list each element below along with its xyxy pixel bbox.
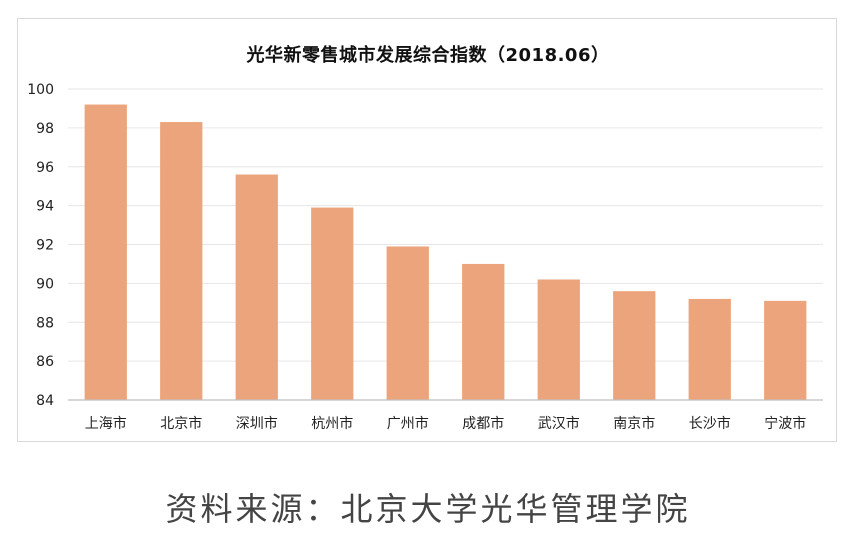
bar-3 xyxy=(235,174,278,400)
y-tick-label: 92 xyxy=(36,238,54,254)
bar-chart: 84 86 88 90 92 94 96 98 100 上海市 北京市 深圳市 杭州市 广州市 成都市 武汉市… xyxy=(27,82,823,432)
x-tick-label: 成都市 xyxy=(462,415,504,432)
x-tick-label: 长沙市 xyxy=(689,415,731,432)
bar-8 xyxy=(613,291,656,400)
x-tick-label: 武汉市 xyxy=(538,415,580,432)
bar-6 xyxy=(462,263,505,400)
bar-5 xyxy=(386,246,429,400)
bar-1 xyxy=(84,104,127,401)
source-caption: 资料来源：北京大学光华管理学院 xyxy=(165,490,691,528)
bar-4 xyxy=(311,207,354,400)
y-tick-label: 90 xyxy=(36,276,54,292)
y-tick-label: 86 xyxy=(36,354,54,370)
x-tick-label: 广州市 xyxy=(387,415,429,432)
x-tick-label: 北京市 xyxy=(160,415,202,432)
y-tick-label: 84 xyxy=(36,393,54,409)
y-tick-label: 96 xyxy=(36,160,54,176)
x-tick-label: 宁波市 xyxy=(764,415,806,432)
y-tick-label: 94 xyxy=(36,199,54,215)
bar-7 xyxy=(537,279,580,400)
bar-10 xyxy=(764,300,807,400)
chart-frame: 光华新零售城市发展综合指数（2018.06） 84 86 88 90 92 94 96 98 1… xyxy=(17,18,837,442)
chart-title: 光华新零售城市发展综合指数（2018.06） xyxy=(246,45,610,66)
bar-9 xyxy=(688,298,731,400)
x-tick-label: 杭州市 xyxy=(311,415,353,432)
y-tick-label: 100 xyxy=(27,82,54,98)
x-tick-label: 南京市 xyxy=(613,415,655,432)
y-tick-label: 88 xyxy=(36,315,54,331)
x-tick-label: 深圳市 xyxy=(236,415,278,432)
x-tick-label: 上海市 xyxy=(85,415,127,432)
y-tick-label: 98 xyxy=(36,121,54,137)
bar-2 xyxy=(160,122,203,400)
